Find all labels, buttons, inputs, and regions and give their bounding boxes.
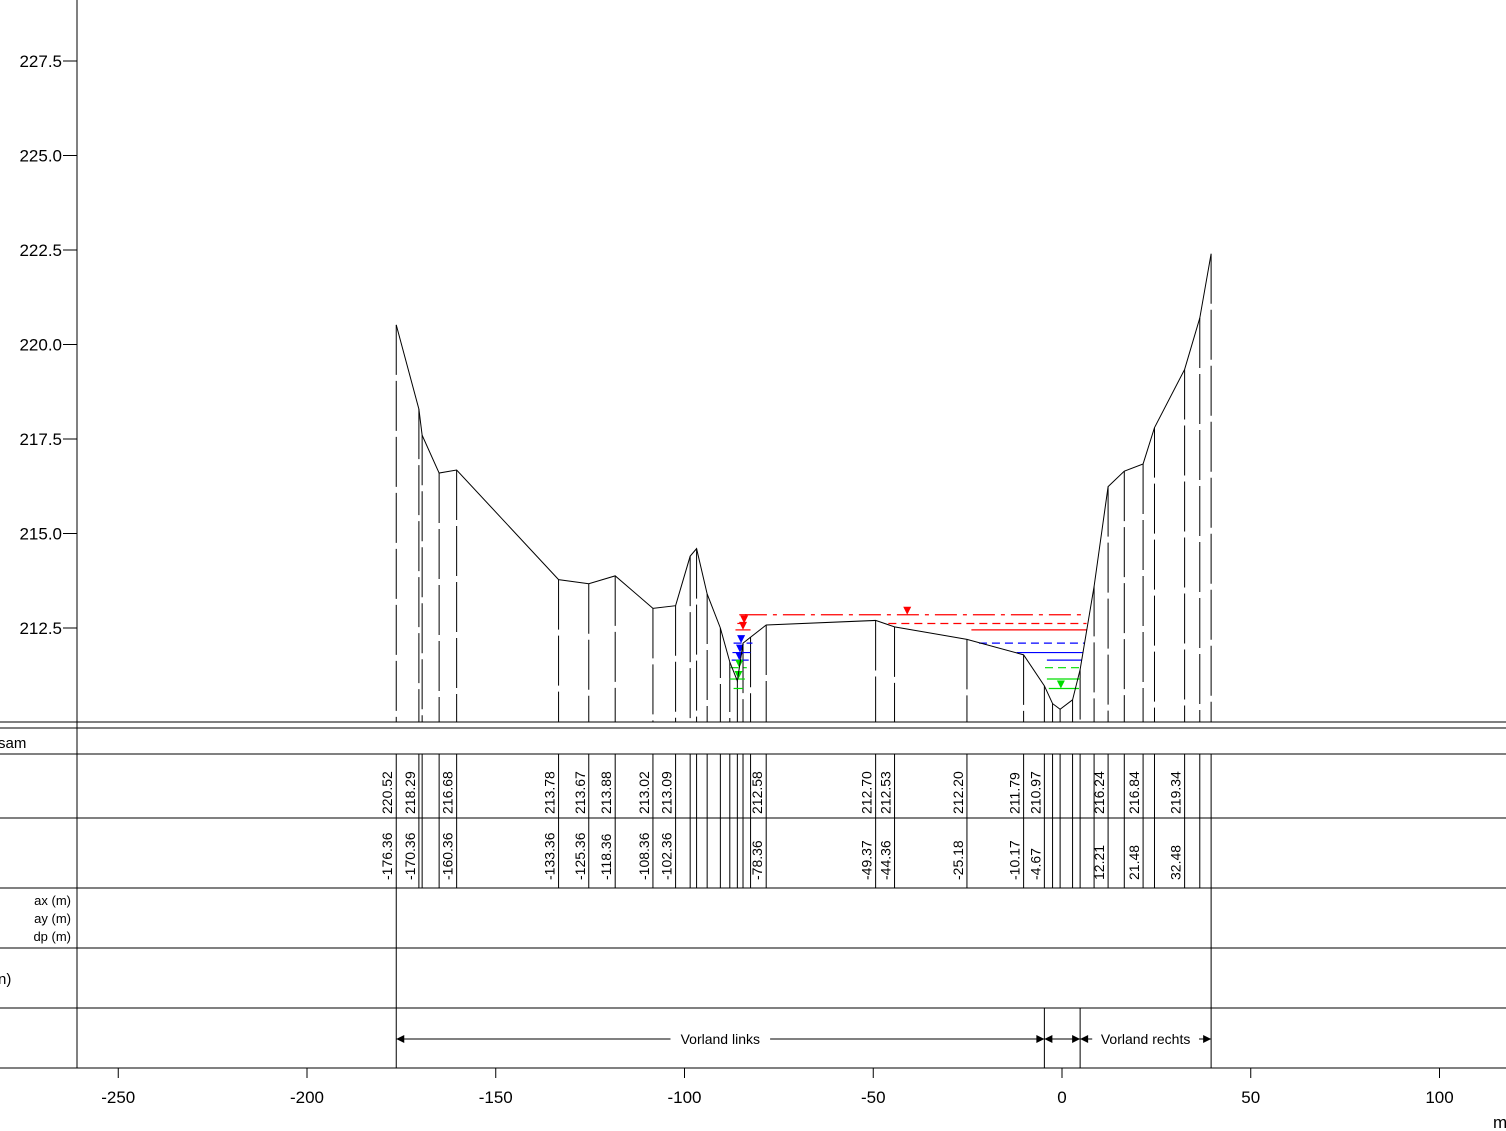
elevation-label: 216.24	[1091, 771, 1107, 814]
offset-label: -78.36	[749, 840, 765, 880]
elevation-label: 212.58	[749, 771, 765, 814]
elevation-label: 213.78	[542, 771, 558, 814]
zone-label: Vorland rechts	[1101, 1031, 1191, 1047]
y-tick-label: 212.5	[19, 619, 62, 638]
elevation-label: 212.20	[950, 771, 966, 814]
row-label-ax: ax (m)	[34, 893, 71, 908]
y-tick-label: 227.5	[19, 52, 62, 71]
elevation-label: 213.67	[572, 771, 588, 814]
offset-label: -133.36	[542, 832, 558, 880]
water-level-marker	[735, 652, 744, 661]
elevation-label: 216.68	[440, 771, 456, 814]
offset-label: -160.36	[440, 832, 456, 880]
x-unit-label: m	[1493, 1113, 1506, 1131]
zone-arrow-left	[396, 1035, 405, 1043]
water-level-marker	[737, 635, 746, 644]
water-level-marker	[1056, 680, 1065, 689]
y-tick-label: 225.0	[19, 147, 62, 166]
station-labels: 220.52 -176.36 218.29 -170.36 216.68 -160.36 2…	[379, 771, 1212, 1008]
elevation-label: 211.79	[1007, 772, 1023, 814]
y-tick-label: 217.5	[19, 430, 62, 449]
x-tick-label: -150	[479, 1088, 513, 1107]
y-tick-label: 222.5	[19, 241, 62, 260]
offset-label: 21.48	[1126, 845, 1142, 880]
offset-label: -44.36	[878, 840, 894, 880]
elevation-label: 212.53	[878, 771, 894, 814]
elevation-label: 213.09	[659, 771, 675, 814]
offset-label: -118.36	[598, 833, 614, 880]
elevation-label: 220.52	[379, 771, 395, 814]
elevation-label: 210.97	[1027, 771, 1043, 814]
row-label-dp: dp (m)	[33, 929, 71, 944]
zone-label: Vorland links	[681, 1031, 760, 1047]
offset-label: -10.17	[1007, 840, 1023, 880]
data-table: sam ax (m) ay (m) dp (m) n)	[0, 735, 71, 988]
x-axis: -250 -200 -150 -100 -50 0 50 100 m	[101, 1068, 1506, 1131]
elevation-label: 219.34	[1168, 771, 1184, 814]
x-tick-label: -200	[290, 1088, 324, 1107]
zone-arrow-left	[1080, 1035, 1089, 1043]
elevation-label: 216.84	[1126, 771, 1142, 814]
offset-label: -4.67	[1027, 848, 1043, 880]
zone-markers: Vorland links Vorland rechts	[395, 1008, 1212, 1068]
y-tick-label: 220.0	[19, 336, 62, 355]
zone-arrow-right	[1203, 1035, 1212, 1043]
x-tick-label: 100	[1425, 1088, 1453, 1107]
zone-arrow-left	[1044, 1035, 1053, 1043]
offset-label: -102.36	[659, 832, 675, 880]
offset-label: -49.37	[859, 840, 875, 880]
elevation-label: 218.29	[402, 771, 418, 814]
chart-frame	[0, 0, 1506, 1069]
offset-label: 12.21	[1091, 845, 1107, 880]
ground-line	[395, 253, 1212, 710]
water-level-marker	[735, 659, 744, 668]
water-level-marker	[739, 621, 748, 630]
elevation-label: 212.70	[859, 771, 875, 814]
offset-label: -176.36	[379, 832, 395, 880]
x-tick-label: -100	[667, 1088, 701, 1107]
offset-label: -25.18	[950, 840, 966, 880]
elevation-label: 213.88	[598, 771, 614, 814]
row-label-n: n)	[0, 971, 11, 988]
zone-arrow-right	[1072, 1035, 1081, 1043]
terrain-profile	[395, 253, 1212, 710]
zone-label-bg	[1092, 1030, 1200, 1048]
station-lines	[395, 253, 1212, 888]
offset-label: -108.36	[636, 832, 652, 880]
x-tick-label: -50	[861, 1088, 886, 1107]
zone-label-bg	[670, 1030, 771, 1048]
row-label-ay: ay (m)	[34, 911, 71, 926]
zone-arrow-right	[1036, 1035, 1045, 1043]
elevation-label: 213.02	[636, 771, 652, 814]
x-tick-label: -250	[101, 1088, 135, 1107]
offset-label: 32.48	[1168, 845, 1184, 880]
water-level-marker	[740, 615, 749, 624]
x-tick-label: 0	[1057, 1088, 1066, 1107]
water-levels	[729, 606, 1087, 690]
y-tick-label: 215.0	[19, 525, 62, 544]
row-label-sam: sam	[0, 735, 26, 752]
water-level-marker	[903, 606, 912, 615]
offset-label: -125.36	[572, 832, 588, 880]
x-tick-label: 50	[1241, 1088, 1260, 1107]
y-axis: 227.5 225.0 222.5 220.0 217.5 215.0 212.5	[19, 52, 77, 638]
offset-label: -170.36	[402, 832, 418, 880]
